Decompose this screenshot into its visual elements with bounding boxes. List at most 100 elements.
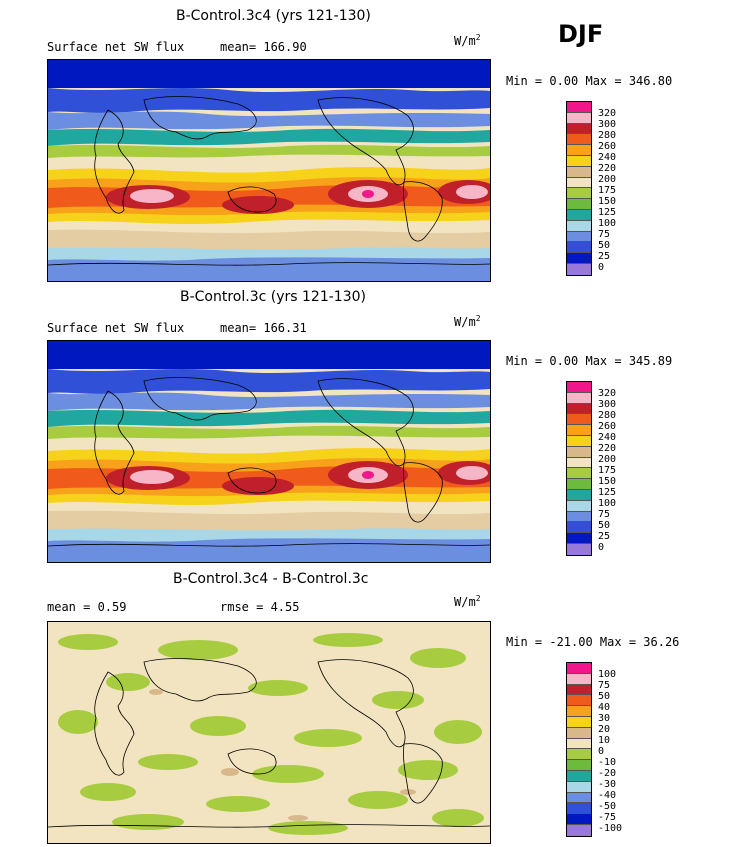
panel-1-colorbar-swatch — [567, 102, 591, 113]
panel-1-colorbar-label: 150 — [598, 196, 617, 207]
panel-1-colorbar-swatch — [567, 231, 591, 243]
panel-3-colorbar-swatch — [567, 673, 591, 685]
panel-2-colorbar-label: 320 — [598, 388, 617, 399]
panel-2-colorbar-swatch — [567, 425, 591, 436]
panel-1-colorbar-swatch — [567, 166, 591, 178]
panel-3-colorbar-swatch — [567, 803, 591, 815]
panel-2-colorbar-label: 125 — [598, 487, 617, 498]
panel-3-colorbar-swatch — [567, 727, 591, 739]
panel-2-colorbar-label: 260 — [598, 421, 617, 432]
panel-2-colorbar-swatch — [567, 500, 591, 512]
panel-1-colorbar-swatch — [567, 242, 591, 254]
panel-3-colorbar-label: -50 — [598, 801, 617, 812]
panel-2-colorbar-swatch — [567, 543, 591, 555]
panel-1-colorbar-swatch — [567, 199, 591, 210]
panel-2-units: W/m2 — [454, 314, 481, 329]
panel-2-colorbar-swatch — [567, 457, 591, 469]
panel-3-colorbar-label: -75 — [598, 812, 617, 823]
panel-2-field-label: Surface net SW flux — [47, 321, 185, 335]
panel-3-colorbar-swatch — [567, 706, 591, 717]
panel-3-colorbar-label: -40 — [598, 790, 617, 801]
panel-1-title: B-Control.3c4 (yrs 121-130) — [176, 8, 371, 24]
panel-1-colorbar-swatch — [567, 155, 591, 167]
panel-3-mean: mean = 0.59 — [47, 600, 127, 614]
panel-3-colorbar-swatch — [567, 814, 591, 825]
panel-1-colorbar-label: 75 — [598, 229, 611, 240]
panel-1-colorbar-swatch — [567, 263, 591, 275]
panel-2-colorbar-label: 200 — [598, 454, 617, 465]
panel-2-colorbar-label: 0 — [598, 542, 605, 553]
panel-2-minmax: Min = 0.00 Max = 345.89 — [506, 354, 673, 368]
panel-2-colorbar-label: 240 — [598, 432, 617, 443]
panel-3-colorbar-label: -30 — [598, 779, 617, 790]
panel-1-colorbar-label: 260 — [598, 141, 617, 152]
panel-3-colorbar-swatch — [567, 781, 591, 793]
panel-1-colorbar — [566, 101, 592, 276]
panel-2-colorbar-label: 175 — [598, 465, 617, 476]
panel-2-colorbar-swatch — [567, 382, 591, 393]
panel-1-colorbar-label: 240 — [598, 152, 617, 163]
panel-1-colorbar-label: 25 — [598, 251, 611, 262]
panel-3-title: B-Control.3c4 - B-Control.3c — [173, 571, 369, 587]
panel-3-colorbar-swatch — [567, 749, 591, 761]
panel-1-colorbar-label: 300 — [598, 119, 617, 130]
panel-2-colorbar-swatch — [567, 414, 591, 426]
panel-3-colorbar — [566, 662, 592, 837]
panel-1-mean: mean= 166.90 — [220, 40, 307, 54]
panel-1-colorbar-label: 125 — [598, 207, 617, 218]
panel-1-colorbar-swatch — [567, 112, 591, 124]
panel-1-colorbar-swatch — [567, 209, 591, 221]
panel-2-colorbar-swatch — [567, 446, 591, 458]
panel-2-title: B-Control.3c (yrs 121-130) — [180, 289, 366, 305]
panel-1-colorbar-swatch — [567, 177, 591, 189]
panel-2-colorbar-label: 220 — [598, 443, 617, 454]
panel-3-colorbar-swatch — [567, 663, 591, 674]
panel-3-colorbar-label: 40 — [598, 702, 611, 713]
panel-3-colorbar-label: 75 — [598, 680, 611, 691]
panel-3-colorbar-label: -100 — [598, 823, 623, 834]
panel-3-units: W/m2 — [454, 594, 481, 609]
panel-3-colorbar-label: 0 — [598, 746, 605, 757]
panel-3-colorbar-label: 20 — [598, 724, 611, 735]
panel-3-colorbar-swatch — [567, 738, 591, 750]
panel-1-colorbar-swatch — [567, 253, 591, 264]
panel-1-colorbar-swatch — [567, 220, 591, 232]
panel-1-colorbar-swatch — [567, 123, 591, 135]
panel-1-colorbar-label: 0 — [598, 262, 605, 273]
panel-1-colorbar-label: 50 — [598, 240, 611, 251]
panel-2-colorbar-label: 25 — [598, 531, 611, 542]
panel-1-colorbar-label: 100 — [598, 218, 617, 229]
panel-2-colorbar-swatch — [567, 533, 591, 544]
panel-2-colorbar-label: 300 — [598, 399, 617, 410]
panel-2-colorbar-swatch — [567, 522, 591, 534]
panel-2-colorbar-label: 150 — [598, 476, 617, 487]
panel-3-colorbar-swatch — [567, 695, 591, 707]
panel-1-colorbar-label: 200 — [598, 174, 617, 185]
panel-1-colorbar-swatch — [567, 188, 591, 200]
panel-2-mean: mean= 166.31 — [220, 321, 307, 335]
panel-1-units: W/m2 — [454, 33, 481, 48]
panel-3-map — [47, 621, 491, 844]
panel-1-minmax: Min = 0.00 Max = 346.80 — [506, 74, 673, 88]
panel-3-colorbar-swatch — [567, 792, 591, 804]
panel-1-field-label: Surface net SW flux — [47, 40, 185, 54]
panel-1-colorbar-label: 220 — [598, 163, 617, 174]
panel-3-colorbar-label: -10 — [598, 757, 617, 768]
panel-2-colorbar-swatch — [567, 435, 591, 447]
panel-1-colorbar-swatch — [567, 145, 591, 156]
panel-3-minmax: Min = -21.00 Max = 36.26 — [506, 635, 680, 649]
panel-2-colorbar-swatch — [567, 489, 591, 501]
panel-2-colorbar — [566, 381, 592, 556]
panel-3-colorbar-swatch — [567, 716, 591, 728]
panel-2-colorbar-swatch — [567, 479, 591, 490]
panel-2-colorbar-label: 75 — [598, 509, 611, 520]
panel-2-colorbar-label: 280 — [598, 410, 617, 421]
panel-3-colorbar-label: 30 — [598, 713, 611, 724]
panel-3-colorbar-label: 10 — [598, 735, 611, 746]
panel-3-colorbar-swatch — [567, 760, 591, 771]
panel-1-colorbar-label: 320 — [598, 108, 617, 119]
panel-2-colorbar-swatch — [567, 403, 591, 415]
panel-1-colorbar-label: 175 — [598, 185, 617, 196]
panel-1-map — [47, 59, 491, 282]
panel-2-colorbar-swatch — [567, 468, 591, 480]
